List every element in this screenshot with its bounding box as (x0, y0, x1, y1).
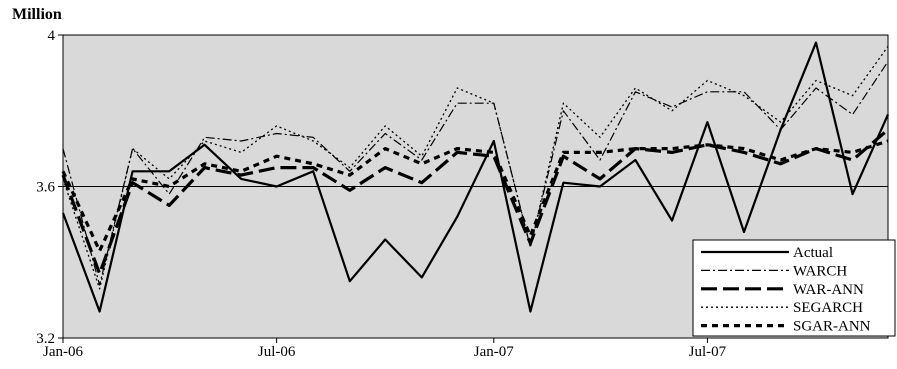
legend-label: WAR-ANN (793, 282, 864, 298)
series-line-segarch (62, 46, 889, 290)
x-tick-label: Jan-06 (43, 344, 83, 360)
legend-label: WARCH (793, 263, 847, 279)
x-tick-label: Jan-07 (474, 344, 514, 360)
y-tick-label: 3.6 (36, 180, 55, 196)
y-tick-label: 3.2 (36, 331, 55, 347)
y-tick-label: 4 (48, 28, 56, 44)
legend-label: SEGARCH (793, 300, 863, 316)
series-line-actual (61, 41, 890, 313)
series-line-war-ann (61, 128, 890, 276)
y-axis-unit-label: Million (12, 6, 62, 23)
series-line-sgar-ann (61, 139, 889, 253)
x-tick-label: Jul-07 (689, 344, 727, 360)
x-tick-label: Jul-06 (258, 344, 296, 360)
legend-label: SGAR-ANN (793, 319, 871, 335)
legend-label: Actual (793, 245, 833, 261)
